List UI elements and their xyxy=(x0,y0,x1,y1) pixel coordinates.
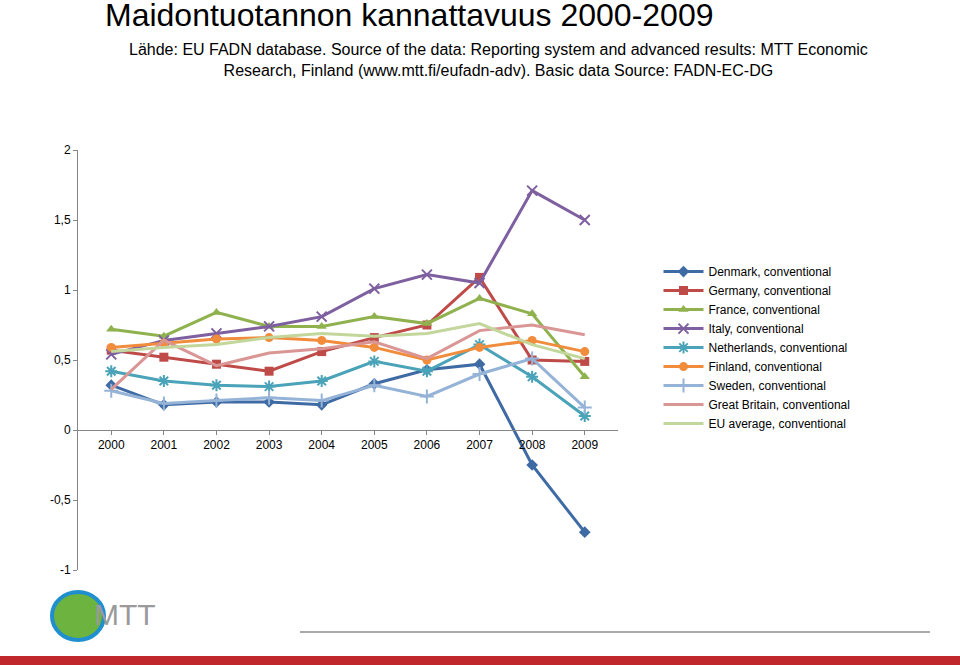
svg-text:0,5: 0,5 xyxy=(54,353,71,367)
svg-text:Lähde: EU FADN database. Sourc: Lähde: EU FADN database. Source of the d… xyxy=(129,41,868,79)
svg-text:2005: 2005 xyxy=(361,438,388,452)
svg-text:Netherlands, conventional: Netherlands, conventional xyxy=(709,341,848,355)
svg-text:2003: 2003 xyxy=(256,438,283,452)
svg-text:Denmark, conventional: Denmark, conventional xyxy=(709,265,832,279)
svg-text:Germany, conventional: Germany, conventional xyxy=(709,284,832,298)
svg-text:1: 1 xyxy=(64,283,71,297)
svg-text:Maidontuotannon kannattavuus 2: Maidontuotannon kannattavuus 2000-2009 xyxy=(105,0,713,33)
svg-text:2004: 2004 xyxy=(308,438,335,452)
svg-text:Great Britain, conventional: Great Britain, conventional xyxy=(709,398,850,412)
svg-text:2001: 2001 xyxy=(151,438,178,452)
svg-text:1,5: 1,5 xyxy=(54,213,71,227)
svg-text:Sweden, conventional: Sweden, conventional xyxy=(709,379,826,393)
svg-text:0: 0 xyxy=(64,423,71,437)
svg-text:2007: 2007 xyxy=(466,438,493,452)
svg-text:MTT: MTT xyxy=(94,598,156,631)
svg-text:Finland, conventional: Finland, conventional xyxy=(709,360,822,374)
svg-text:2006: 2006 xyxy=(414,438,441,452)
svg-text:2000: 2000 xyxy=(98,438,125,452)
svg-text:-1: -1 xyxy=(60,563,71,577)
svg-text:2008: 2008 xyxy=(519,438,546,452)
svg-text:EU average, conventional: EU average, conventional xyxy=(709,417,846,431)
svg-text:France, conventional: France, conventional xyxy=(709,303,820,317)
svg-text:2009: 2009 xyxy=(571,438,598,452)
svg-text:-0,5: -0,5 xyxy=(50,493,71,507)
svg-text:Italy, conventional: Italy, conventional xyxy=(709,322,804,336)
svg-text:2002: 2002 xyxy=(203,438,230,452)
svg-text:2: 2 xyxy=(64,143,71,157)
